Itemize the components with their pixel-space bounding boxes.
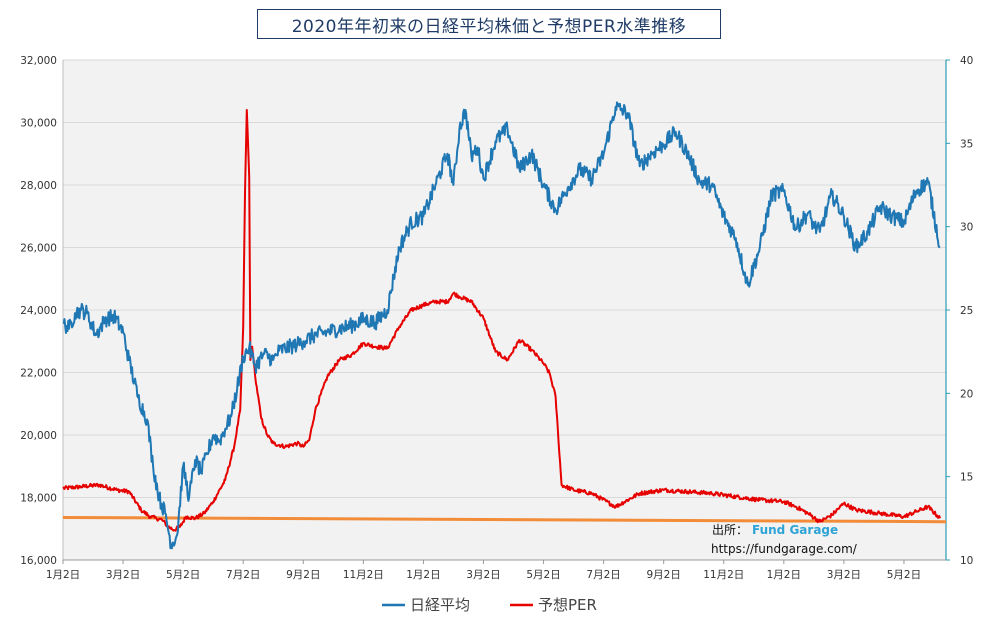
x-tick-label: 1月2日 [46, 569, 80, 581]
y-right-tick-label: 30 [960, 222, 973, 234]
y-right-tick-label: 10 [960, 555, 973, 567]
x-tick-label: 5月2日 [526, 569, 560, 581]
y-left-tick-label: 22,000 [20, 368, 57, 380]
x-tick-label: 3月2日 [466, 569, 500, 581]
y-right-tick-label: 35 [960, 138, 973, 150]
x-tick-label: 3月2日 [106, 569, 140, 581]
x-tick-label: 1月2日 [406, 569, 440, 581]
y-right-tick-label: 25 [960, 305, 973, 317]
y-left-tick-label: 26,000 [20, 243, 57, 255]
source-annotation: 出所： Fund Garage https://fundgarage.com/ [711, 523, 858, 556]
y-left-tick-label: 24,000 [20, 305, 57, 317]
y-left-tick-label: 20,000 [20, 430, 57, 442]
y-left-ticks: 16,000 18,000 20,000 22,000 24,000 26,000 28,0… [20, 55, 57, 567]
series-line-0 [62, 101, 941, 550]
y-left-tick-label: 32,000 [20, 55, 57, 67]
series-line-1 [62, 109, 941, 532]
x-tick-label: 5月2日 [166, 569, 200, 581]
y-right-tick-label: 40 [960, 55, 973, 67]
y-right-tick-label: 15 [960, 472, 973, 484]
x-tick-label: 5月2日 [887, 569, 921, 581]
source-label: 出所： [712, 523, 748, 537]
y-left-tick-label: 18,000 [20, 493, 57, 505]
x-tick-label: 1月2日 [767, 569, 801, 581]
source-name: Fund Garage [752, 523, 838, 537]
x-tick-label: 11月2日 [343, 569, 384, 581]
x-tick-label: 9月2日 [646, 569, 680, 581]
x-tick-label: 3月2日 [827, 569, 861, 581]
y-left-tick-label: 30,000 [20, 118, 57, 130]
x-tick-label: 7月2日 [586, 569, 620, 581]
x-tick-label: 7月2日 [226, 569, 260, 581]
legend-label-nikkei: 日経平均 [410, 596, 470, 614]
x-tick-label: 9月2日 [286, 569, 320, 581]
gridlines [63, 59, 946, 498]
y-right-tick-label: 20 [960, 388, 973, 400]
legend: 日経平均 予想PER [382, 596, 597, 614]
y-left-tick-label: 16,000 [20, 555, 57, 567]
chart-title: 2020年年初来の日経平均株価と予想PER水準推移 [257, 9, 721, 39]
legend-label-per: 予想PER [538, 596, 597, 614]
series-layer [62, 101, 947, 550]
source-url: https://fundgarage.com/ [711, 542, 858, 556]
x-tick-label: 11月2日 [703, 569, 744, 581]
y-left-tick-label: 28,000 [20, 180, 57, 192]
series-line-2 [62, 516, 947, 524]
y-right-ticks: 10 15 20 25 30 35 40 [946, 55, 973, 567]
x-ticks: 1月2日 3月2日 5月2日 7月2日 9月2日 11月2日 1月2日 3月2日 5月2日 7月2… [46, 560, 921, 581]
